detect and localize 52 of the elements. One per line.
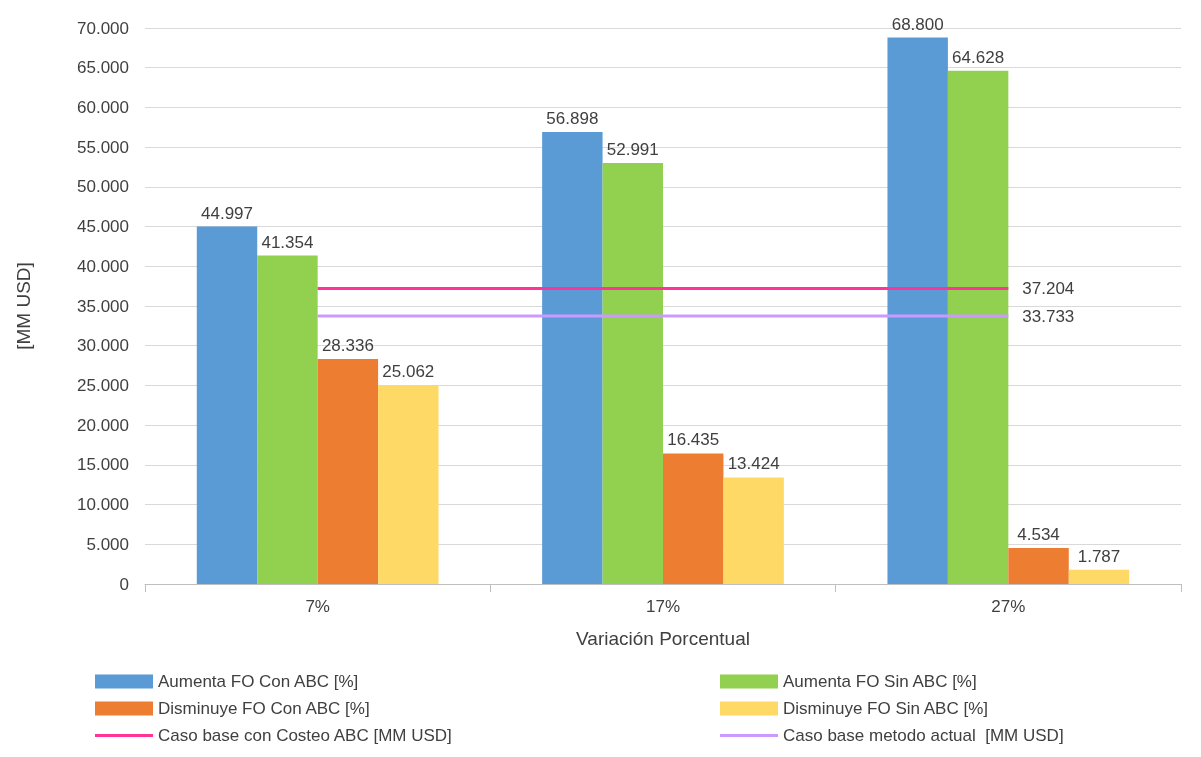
y-tick-label: 45.000 — [77, 217, 129, 237]
x-tick-label: 27% — [991, 597, 1026, 616]
data-label: 37.204 — [1022, 278, 1075, 298]
x-tick-label: 7% — [305, 597, 330, 616]
legend-label: Aumenta FO Sin ABC [%] — [783, 672, 977, 691]
bar — [378, 384, 439, 584]
y-tick-label: 5.000 — [86, 534, 129, 554]
data-label: 28.336 — [321, 335, 374, 355]
y-tick-label: 15.000 — [77, 455, 129, 475]
bar — [317, 358, 379, 584]
y-tick-label: 55.000 — [77, 137, 129, 157]
data-label: 52.991 — [606, 140, 659, 160]
data-label: 41.354 — [261, 232, 314, 252]
bar — [196, 226, 258, 584]
y-tick-label: 60.000 — [77, 97, 129, 117]
data-label: 13.424 — [727, 454, 780, 474]
y-tick-label: 30.000 — [77, 336, 129, 356]
y-tick-label: 20.000 — [77, 415, 129, 435]
legend-label: Caso base con Costeo ABC [MM USD] — [158, 726, 452, 745]
bar — [663, 453, 724, 584]
bar — [947, 70, 1009, 584]
data-label: 25.062 — [382, 361, 435, 381]
x-axis-title: Variación Porcentual — [576, 628, 750, 649]
bar — [1068, 569, 1130, 584]
y-tick-label: 70.000 — [77, 18, 129, 38]
legend-label: Disminuye FO Con ABC [%] — [158, 699, 370, 718]
y-tick-label: 65.000 — [77, 58, 129, 78]
data-label: 4.534 — [1017, 524, 1060, 544]
x-tick-label: 17% — [645, 597, 681, 616]
data-label: 44.997 — [201, 203, 254, 223]
legend-label: Aumenta FO Con ABC [%] — [158, 672, 359, 691]
legend-label: Disminuye FO Sin ABC [%] — [783, 699, 989, 718]
data-label: 1.787 — [1077, 546, 1121, 566]
bar — [542, 132, 603, 584]
y-tick-label: 10.000 — [77, 495, 129, 515]
legend-label: Caso base metodo actual [MM USD] — [783, 726, 1064, 745]
data-label: 16.435 — [667, 430, 720, 450]
y-tick-label: 40.000 — [77, 256, 129, 276]
y-tick-label: 25.000 — [77, 375, 129, 395]
y-tick-label: 35.000 — [77, 296, 129, 316]
data-label: 33.733 — [1022, 306, 1075, 326]
data-label: 68.800 — [891, 14, 944, 34]
bar — [257, 255, 318, 584]
data-label: 56.898 — [546, 109, 599, 129]
bar — [887, 37, 948, 584]
bar — [602, 163, 663, 584]
data-label: 64.628 — [952, 47, 1005, 67]
bar — [1008, 547, 1069, 584]
y-axis-title: [MM USD] — [13, 262, 34, 350]
bar — [723, 477, 784, 584]
y-tick-label: 0 — [119, 574, 129, 594]
y-tick-label: 50.000 — [77, 177, 129, 197]
